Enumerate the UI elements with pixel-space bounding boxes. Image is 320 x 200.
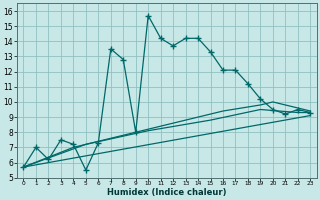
X-axis label: Humidex (Indice chaleur): Humidex (Indice chaleur) (107, 188, 227, 197)
